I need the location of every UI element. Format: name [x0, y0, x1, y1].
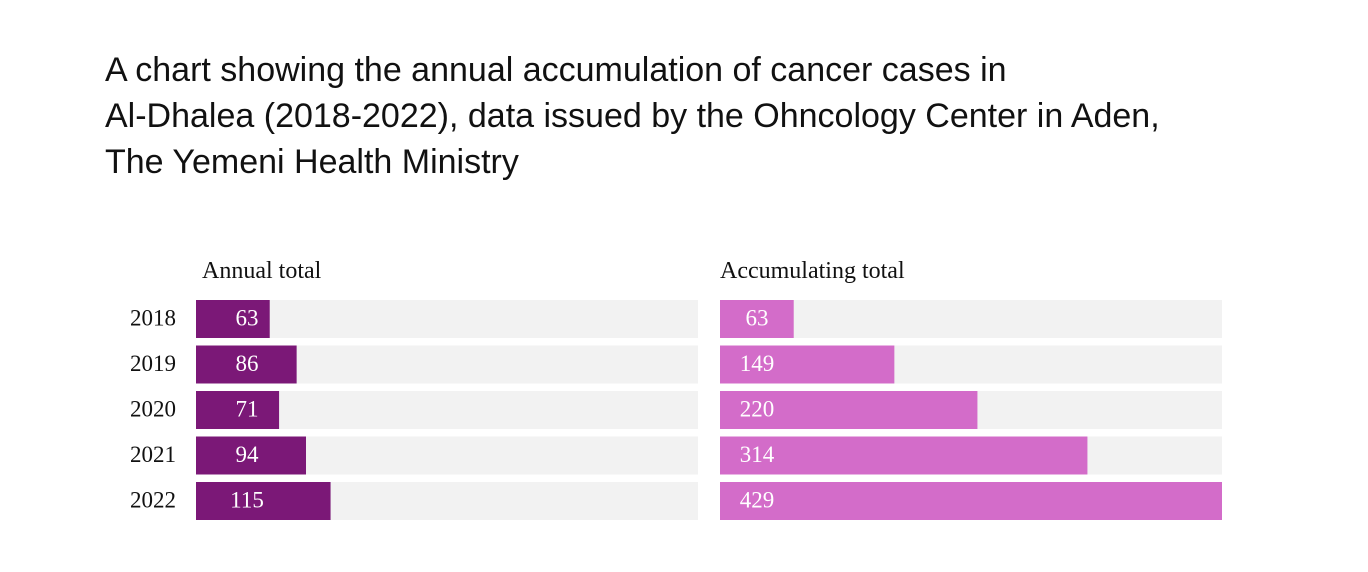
value-label: 94 — [236, 442, 260, 467]
bar — [196, 436, 306, 475]
y-tick-label: 2021 — [130, 442, 176, 467]
bar-track — [720, 300, 1222, 338]
bar — [196, 482, 331, 520]
value-label: 149 — [740, 351, 775, 376]
y-tick-label: 2018 — [130, 305, 176, 330]
bar-track — [196, 391, 698, 429]
value-label: 71 — [236, 396, 259, 421]
bar — [196, 345, 297, 384]
title-line: A chart showing the annual accumulation … — [105, 51, 1007, 89]
bar — [720, 436, 1088, 475]
value-label: 115 — [230, 487, 264, 512]
y-tick-label: 2020 — [130, 396, 176, 421]
value-label: 220 — [740, 396, 775, 421]
value-label: 63 — [236, 305, 259, 330]
value-label: 63 — [746, 305, 769, 330]
bar — [720, 300, 794, 338]
bar — [720, 345, 895, 384]
title-line: The Yemeni Health Ministry — [105, 143, 519, 181]
value-label: 429 — [740, 487, 775, 512]
bar — [196, 300, 270, 338]
y-tick-label: 2022 — [130, 487, 176, 512]
chart: 2018 2019 2020 2021 2022 Annual total 63 86 71 94… — [130, 258, 1222, 520]
bar — [196, 391, 280, 429]
value-label: 86 — [236, 351, 259, 376]
bar — [720, 482, 1222, 520]
bar — [720, 391, 978, 429]
y-tick-label: 2019 — [130, 351, 176, 376]
panel-header: Accumulating total — [720, 258, 905, 284]
title-line: Al-Dhalea (2018-2022), data issued by th… — [105, 97, 1160, 135]
bar-track — [196, 300, 698, 338]
panel-header: Annual total — [202, 258, 322, 284]
value-label: 314 — [740, 442, 775, 467]
